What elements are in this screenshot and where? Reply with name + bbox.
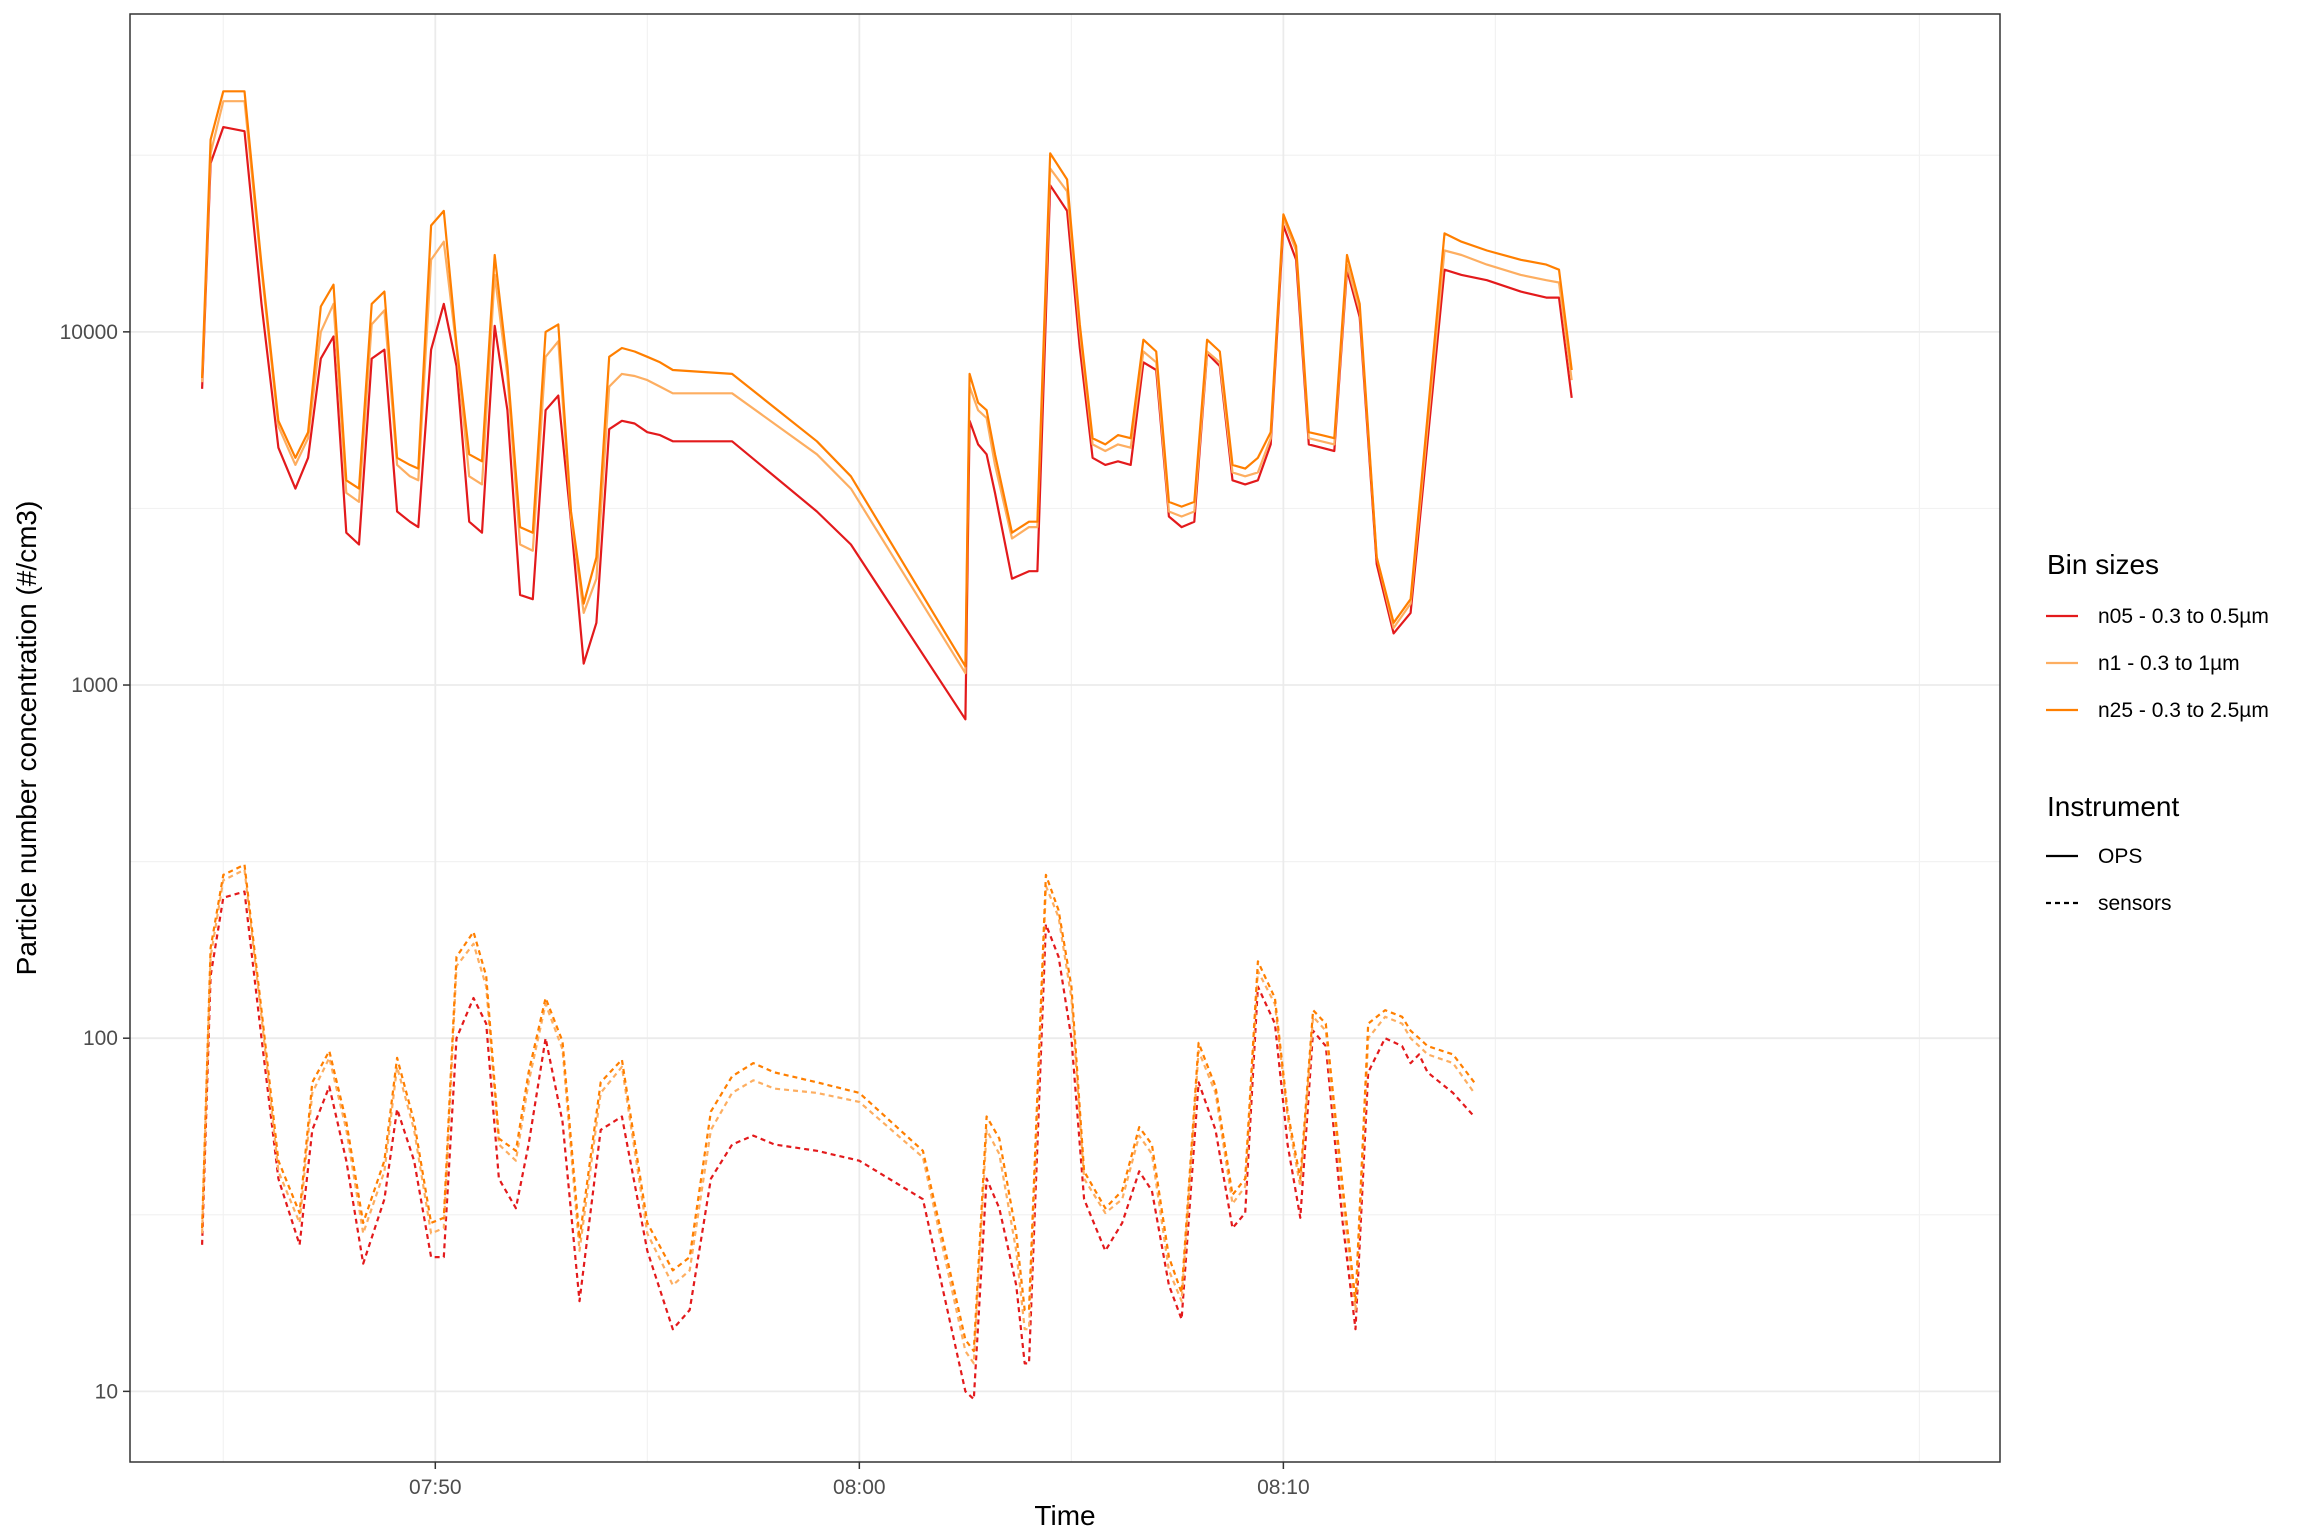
legend: Bin sizes n05 - 0.3 to 0.5µm n1 - 0.3 to …	[2046, 549, 2269, 915]
legend-label-sensors: sensors	[2098, 892, 2172, 915]
x-axis-title: Time	[1034, 1500, 1095, 1531]
legend-label-n1: n1 - 0.3 to 1µm	[2098, 652, 2240, 675]
series-line-n25-sensors	[201, 863, 1476, 1353]
legend-title-bin-sizes: Bin sizes	[2047, 549, 2159, 580]
x-tick-label: 07:50	[409, 1476, 462, 1499]
panel-border	[129, 13, 2001, 1463]
legend-title-instrument: Instrument	[2047, 791, 2179, 822]
y-tick-label: 1000	[71, 674, 118, 697]
y-tick-label: 10	[95, 1380, 118, 1403]
y-tick-label: 100	[83, 1027, 118, 1050]
legend-instruments: OPS sensors	[2046, 845, 2172, 915]
x-tick-label: 08:10	[1257, 1476, 1310, 1499]
legend-label-ops: OPS	[2098, 845, 2142, 868]
legend-label-n25: n25 - 0.3 to 2.5µm	[2098, 699, 2269, 722]
series-line-n25-ops	[201, 90, 1573, 668]
legend-bins: n05 - 0.3 to 0.5µm n1 - 0.3 to 1µm n25 - 0…	[2046, 605, 2269, 722]
y-axis: 10 100 1000 10000	[60, 321, 130, 1403]
x-tick-label: 08:00	[833, 1476, 886, 1499]
series-line-n1-sensors	[201, 868, 1476, 1365]
y-tick-label: 10000	[60, 321, 118, 344]
legend-label-n05: n05 - 0.3 to 0.5µm	[2098, 605, 2269, 628]
series-line-n05-sensors	[201, 890, 1476, 1401]
x-axis: 07:50 08:00 08:10	[409, 1462, 1310, 1499]
y-axis-title: Particle number concentration (#/cm3)	[11, 501, 42, 976]
series-group	[201, 90, 1573, 1401]
